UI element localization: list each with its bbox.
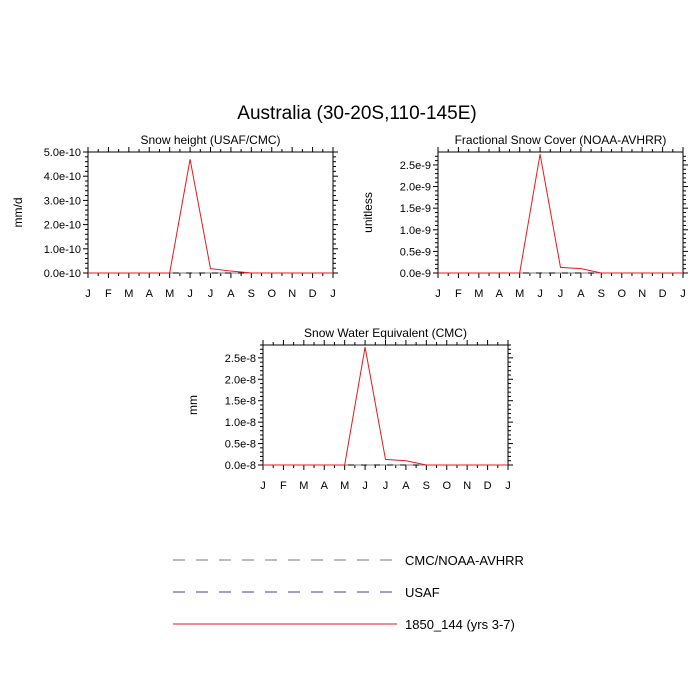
x-tick-label: F bbox=[105, 288, 112, 300]
chart-panel: Snow height (USAF/CMC)mm/dJ F M A M J J A S O N D J0… bbox=[11, 133, 338, 300]
x-tick-label: J bbox=[362, 480, 368, 492]
plot-frame bbox=[262, 344, 509, 466]
series-line bbox=[263, 347, 508, 466]
y-tick-label: 2.5e-9 bbox=[400, 160, 431, 172]
x-tick-label: M bbox=[299, 480, 308, 492]
x-tick-label: A bbox=[146, 288, 154, 300]
chart-title: Snow height (USAF/CMC) bbox=[140, 133, 280, 147]
y-tick-label: 2.0e-10 bbox=[44, 220, 81, 232]
series-line bbox=[438, 154, 683, 274]
y-tick-label: 0.5e-9 bbox=[400, 246, 431, 258]
chart-title: Snow Water Equivalent (CMC) bbox=[304, 326, 467, 340]
legend-item: CMC/NOAA-AVHRR bbox=[173, 553, 524, 568]
x-tick-label: O bbox=[442, 480, 451, 492]
x-tick-label: F bbox=[280, 480, 287, 492]
x-tick-label: D bbox=[309, 288, 317, 300]
x-tick-label: N bbox=[463, 480, 471, 492]
chart-panel: Snow Water Equivalent (CMC)mmJ F M A M J J A S O N… bbox=[186, 326, 513, 492]
legend-label: USAF bbox=[405, 585, 440, 600]
x-tick-label: J bbox=[558, 288, 564, 300]
x-tick-label: D bbox=[484, 480, 492, 492]
x-tick-label: S bbox=[598, 288, 605, 300]
y-tick-label: 2.0e-8 bbox=[225, 374, 256, 386]
x-tick-label: J bbox=[260, 480, 266, 492]
x-tick-label: M bbox=[340, 480, 349, 492]
x-tick-label: D bbox=[659, 288, 667, 300]
x-tick-label: J bbox=[505, 480, 511, 492]
x-tick-label: S bbox=[423, 480, 430, 492]
y-tick-label: 1.0e-9 bbox=[400, 225, 431, 237]
x-tick-label: J bbox=[85, 288, 91, 300]
y-tick-label: 1.5e-9 bbox=[400, 203, 431, 215]
y-tick-label: 5.0e-10 bbox=[44, 147, 81, 159]
x-tick-label: A bbox=[321, 480, 329, 492]
y-tick-label: 0.0e-8 bbox=[225, 460, 256, 472]
x-tick-label: J bbox=[537, 288, 543, 300]
x-tick-label: N bbox=[638, 288, 646, 300]
legend-label: CMC/NOAA-AVHRR bbox=[405, 553, 524, 568]
y-tick-label: 1.0e-10 bbox=[44, 244, 81, 256]
x-tick-label: F bbox=[455, 288, 462, 300]
x-tick-label: J bbox=[330, 288, 336, 300]
y-tick-label: 0.0e-10 bbox=[44, 268, 81, 280]
legend-item: 1850_144 (yrs 3-7) bbox=[173, 617, 515, 632]
plot-frame bbox=[87, 151, 334, 274]
x-tick-label: A bbox=[402, 480, 410, 492]
x-tick-label: O bbox=[617, 288, 626, 300]
figure-title: Australia (30-20S,110-145E) bbox=[237, 103, 476, 124]
x-tick-label: A bbox=[496, 288, 504, 300]
y-axis-label: mm bbox=[186, 395, 200, 415]
y-axis-label: unitless bbox=[361, 192, 375, 233]
y-tick-label: 0.0e-9 bbox=[400, 268, 431, 280]
y-tick-label: 2.5e-8 bbox=[225, 353, 256, 365]
x-tick-label: S bbox=[248, 288, 255, 300]
x-tick-label: J bbox=[680, 288, 686, 300]
series-line bbox=[88, 159, 333, 274]
x-tick-label: O bbox=[267, 288, 276, 300]
x-tick-label: N bbox=[288, 288, 296, 300]
y-tick-label: 3.0e-10 bbox=[44, 195, 81, 207]
y-tick-label: 4.0e-10 bbox=[44, 171, 81, 183]
x-tick-label: J bbox=[208, 288, 214, 300]
x-tick-label: M bbox=[124, 288, 133, 300]
x-tick-label: J bbox=[383, 480, 389, 492]
legend-label: 1850_144 (yrs 3-7) bbox=[405, 617, 515, 632]
y-tick-label: 1.5e-8 bbox=[225, 396, 256, 408]
x-tick-label: J bbox=[435, 288, 441, 300]
x-tick-label: M bbox=[474, 288, 483, 300]
x-tick-label: M bbox=[165, 288, 174, 300]
legend-item: USAF bbox=[173, 585, 440, 600]
legend: CMC/NOAA-AVHRR USAF 1850_144 (yrs 3-7) bbox=[173, 553, 524, 632]
y-axis-label: mm/d bbox=[11, 198, 25, 228]
x-tick-label: J bbox=[187, 288, 193, 300]
plot-frame bbox=[437, 151, 684, 274]
x-tick-label: M bbox=[515, 288, 524, 300]
chart-title: Fractional Snow Cover (NOAA-AVHRR) bbox=[455, 133, 667, 147]
chart-panel: Fractional Snow Cover (NOAA-AVHRR) unitle… bbox=[361, 133, 688, 300]
x-tick-label: A bbox=[577, 288, 585, 300]
y-tick-label: 2.0e-9 bbox=[400, 182, 431, 194]
y-tick-label: 1.0e-8 bbox=[225, 417, 256, 429]
chart-panels: Snow height (USAF/CMC)mm/dJ F M A M J J A S O N D J0… bbox=[11, 133, 688, 492]
y-tick-label: 0.5e-8 bbox=[225, 439, 256, 451]
x-tick-label: A bbox=[227, 288, 235, 300]
